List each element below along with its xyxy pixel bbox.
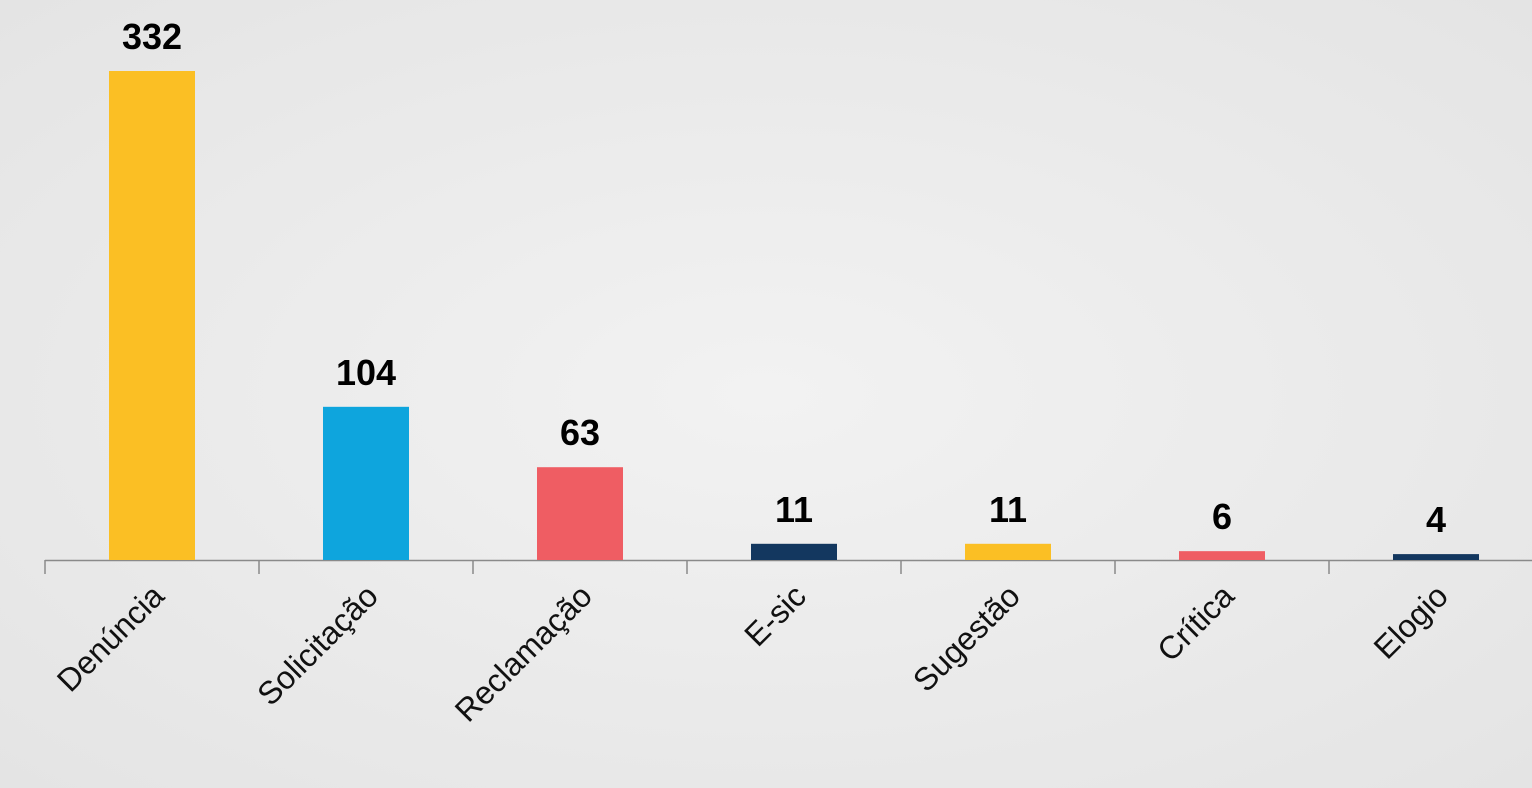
data-label: 4 bbox=[1426, 499, 1446, 540]
data-label: 63 bbox=[560, 412, 600, 453]
x-tick-label: Solicitação bbox=[250, 577, 385, 712]
bar bbox=[109, 71, 195, 560]
bar bbox=[1393, 554, 1479, 560]
x-tick-label: Crítica bbox=[1150, 577, 1241, 668]
data-label: 11 bbox=[989, 489, 1027, 530]
x-tick-label: Denúncia bbox=[50, 577, 171, 698]
data-label: 6 bbox=[1212, 496, 1232, 537]
data-label: 11 bbox=[775, 489, 813, 530]
bar bbox=[537, 467, 623, 560]
bar bbox=[1179, 551, 1265, 560]
bar bbox=[323, 406, 409, 560]
x-tick-label: Sugestão bbox=[906, 577, 1027, 698]
data-label: 104 bbox=[336, 352, 396, 393]
bar bbox=[965, 543, 1051, 560]
x-tick-label: Reclamação bbox=[448, 577, 599, 728]
bar bbox=[751, 543, 837, 560]
x-tick-label: Elogio bbox=[1367, 577, 1455, 665]
data-label: 332 bbox=[122, 16, 182, 57]
x-tick-label: E-sic bbox=[737, 577, 813, 653]
